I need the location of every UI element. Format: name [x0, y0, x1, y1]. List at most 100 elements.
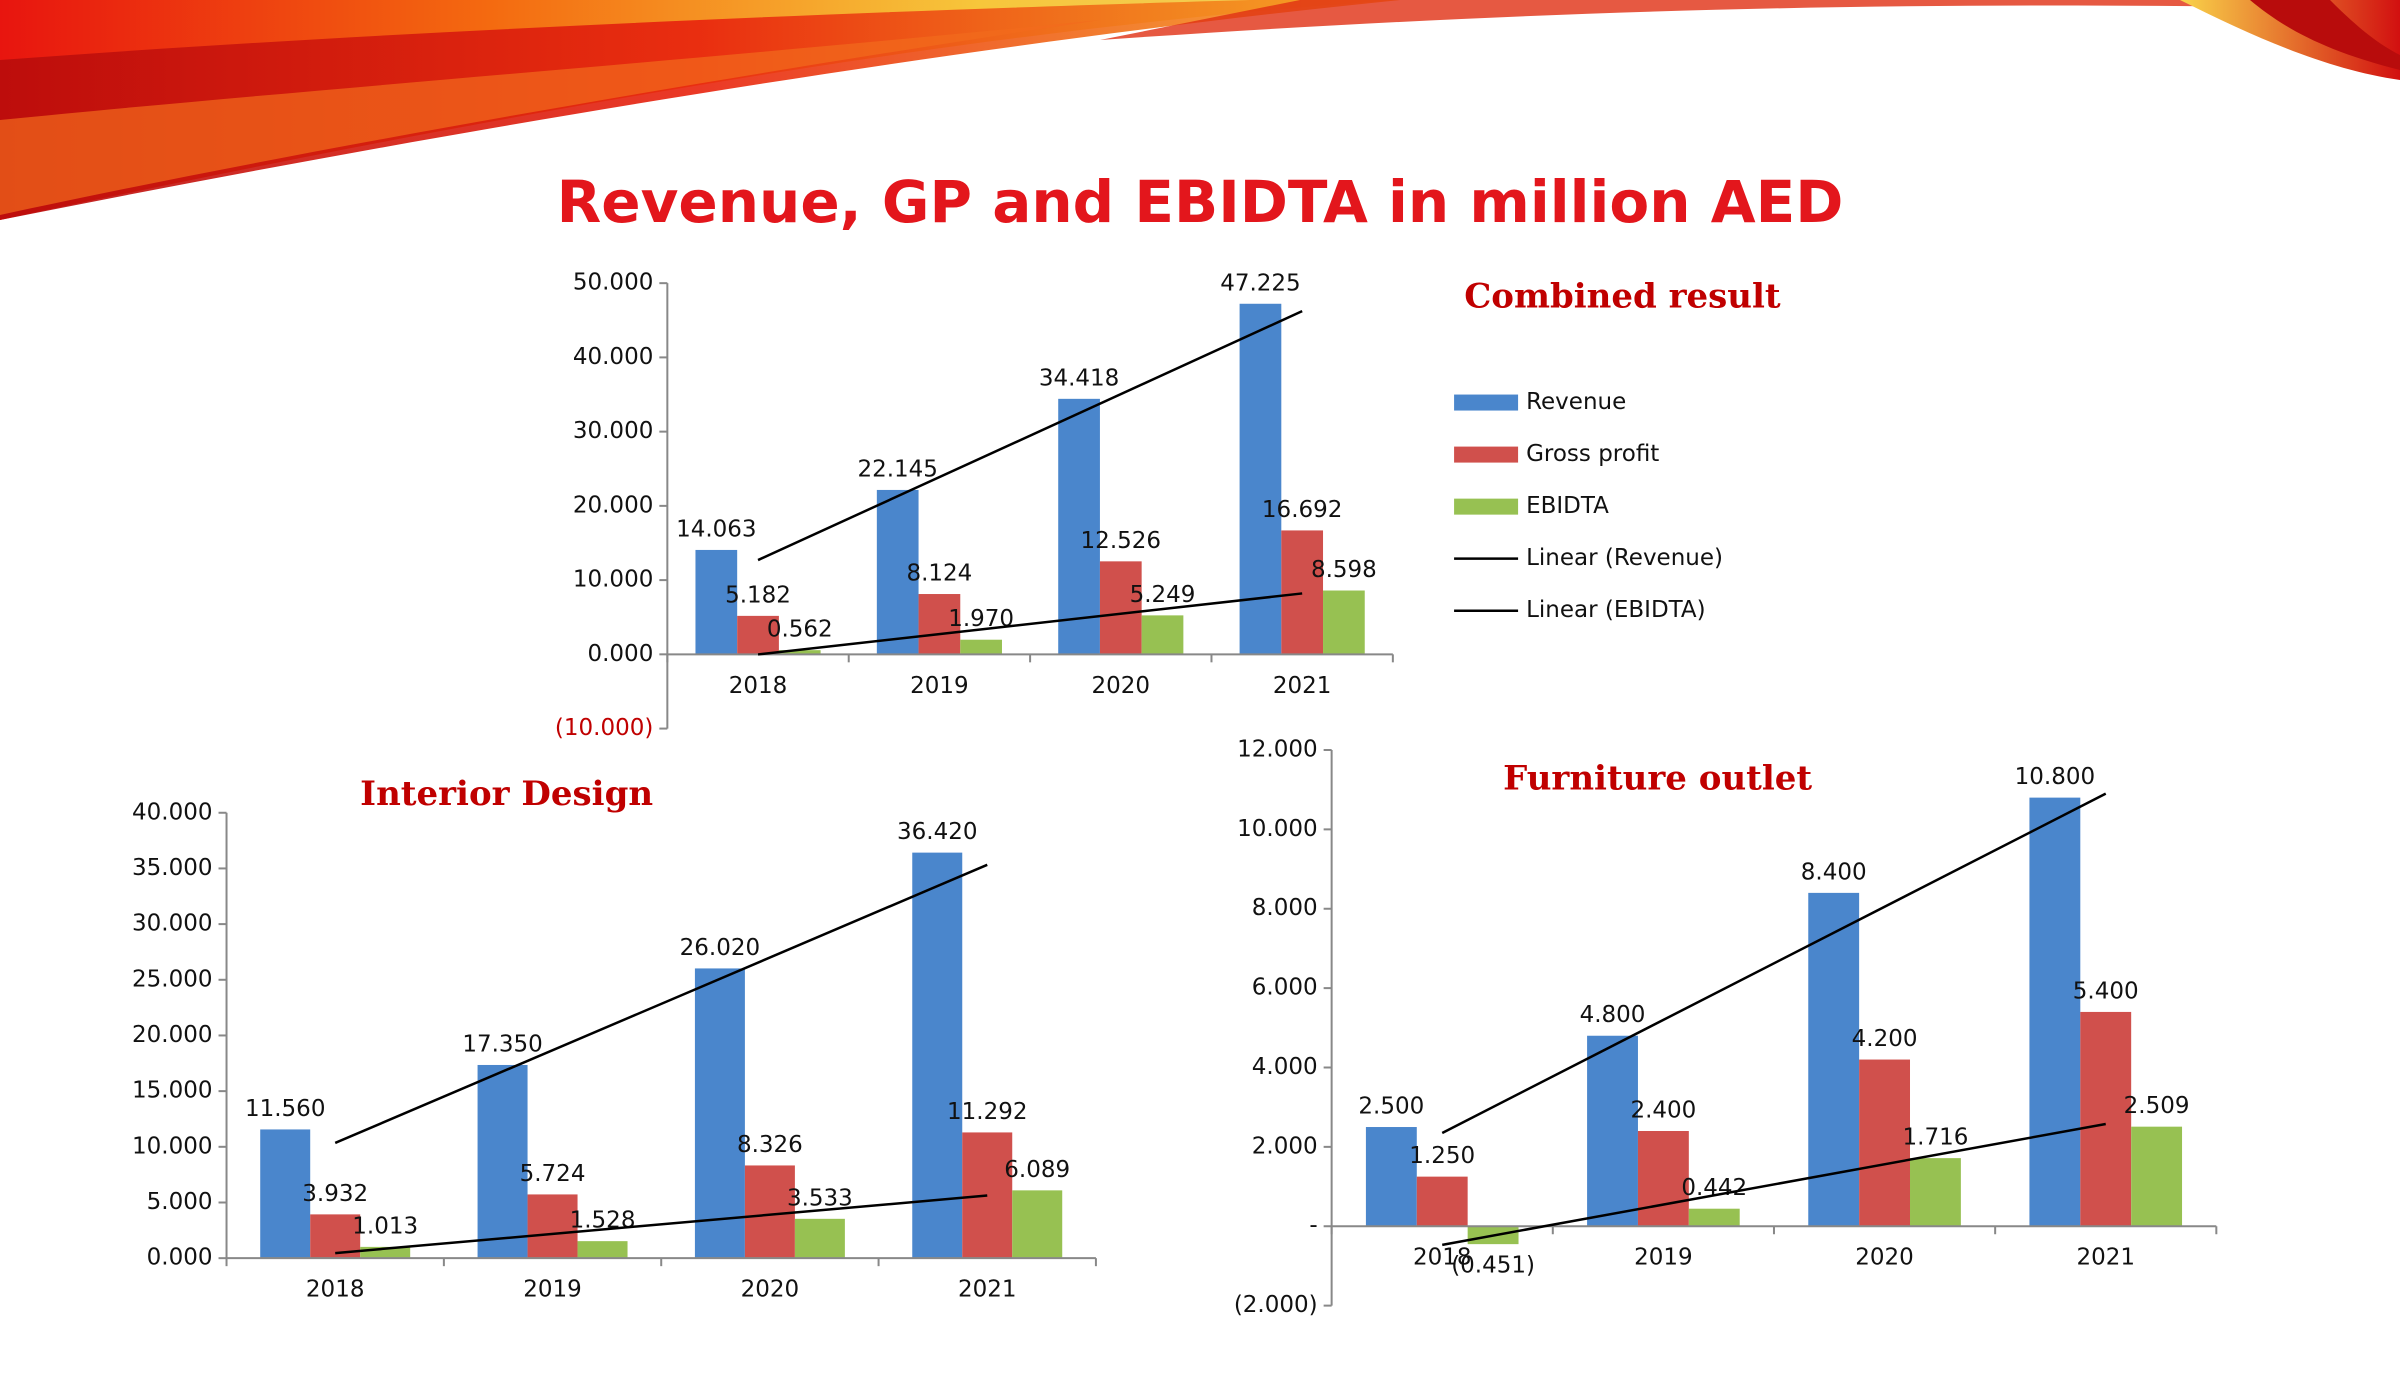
bar — [1099, 561, 1142, 655]
y-tick-label: - — [1309, 1213, 1317, 1239]
data-label: 8.400 — [1801, 859, 1867, 885]
x-tick-label: 2020 — [1092, 673, 1151, 699]
bar — [1587, 1035, 1638, 1227]
chart-title: Interior Design — [360, 774, 653, 814]
data-label: 14.063 — [676, 516, 756, 542]
data-label: 36.420 — [897, 819, 977, 845]
data-label: 17.350 — [462, 1031, 542, 1057]
legend-label: Revenue — [1526, 389, 1626, 415]
x-tick-label: 2020 — [1855, 1245, 1914, 1271]
data-label: 4.200 — [1852, 1026, 1918, 1052]
y-tick-label: 10.000 — [1237, 816, 1317, 842]
y-tick-label: 0.000 — [587, 641, 653, 667]
data-label: 6.089 — [1004, 1157, 1070, 1183]
bar — [577, 1241, 628, 1259]
data-label: 1.716 — [1903, 1125, 1969, 1151]
bar — [1281, 530, 1324, 655]
data-label: 26.020 — [680, 935, 760, 961]
legend-label: Linear (EBIDTA) — [1526, 597, 1706, 623]
legend-label: Linear (Revenue) — [1526, 545, 1723, 571]
trendline — [335, 1194, 988, 1255]
bar — [912, 852, 963, 1259]
y-tick-label: 20.000 — [573, 492, 653, 518]
y-tick-label: 10.000 — [132, 1133, 212, 1159]
bar — [744, 1165, 795, 1259]
data-label: 22.145 — [857, 456, 937, 482]
bar — [1416, 1176, 1468, 1227]
bar — [1012, 1190, 1063, 1259]
x-tick-label: 2021 — [1273, 673, 1332, 699]
x-tick-label: 2021 — [958, 1277, 1017, 1303]
data-label: 4.800 — [1580, 1002, 1646, 1028]
bar — [960, 639, 1002, 655]
y-tick-label: 2.000 — [1252, 1133, 1318, 1159]
bar — [2131, 1126, 2183, 1227]
bar — [1141, 615, 1184, 655]
data-label: 1.250 — [1409, 1143, 1475, 1169]
bar — [527, 1194, 578, 1259]
bar — [1859, 1059, 1911, 1227]
bar — [695, 549, 738, 655]
data-label: 10.800 — [2015, 764, 2095, 790]
chart-title: Combined result — [1464, 276, 1781, 316]
data-label: 1.013 — [352, 1213, 418, 1239]
bar — [1323, 590, 1365, 655]
data-label: 47.225 — [1220, 270, 1300, 296]
bar — [1058, 398, 1100, 655]
trendline — [334, 863, 988, 1145]
bar — [1688, 1208, 1740, 1227]
data-label: 11.560 — [245, 1096, 325, 1122]
data-label: 2.509 — [2124, 1093, 2190, 1119]
y-tick-label: (2.000) — [1234, 1292, 1318, 1318]
data-label: 8.124 — [906, 561, 972, 587]
legend-swatch — [1454, 394, 1519, 411]
x-tick-label: 2018 — [729, 673, 788, 699]
y-tick-label: 5.000 — [147, 1189, 213, 1215]
y-tick-label: 15.000 — [132, 1078, 212, 1104]
y-tick-label: 25.000 — [132, 966, 212, 992]
bar — [876, 489, 919, 655]
x-tick-label: 2018 — [1413, 1245, 1472, 1271]
data-label: 5.724 — [520, 1161, 586, 1187]
bar — [1239, 303, 1282, 655]
x-tick-label: 2019 — [523, 1277, 582, 1303]
data-label: 5.182 — [725, 582, 791, 608]
bar — [962, 1132, 1013, 1259]
chart-title: Furniture outlet — [1503, 759, 1812, 799]
y-tick-label: 10.000 — [573, 567, 653, 593]
bar — [737, 615, 779, 655]
x-tick-label: 2019 — [910, 673, 969, 699]
bar — [918, 594, 961, 655]
legend-swatch — [1454, 498, 1519, 515]
bar — [778, 650, 821, 655]
data-label: (0.451) — [1451, 1253, 1535, 1279]
y-tick-label: 20.000 — [132, 1022, 212, 1048]
data-label: 0.562 — [767, 617, 833, 643]
y-tick-label: 30.000 — [132, 911, 212, 937]
data-label: 8.326 — [737, 1132, 803, 1158]
y-tick-label: 40.000 — [573, 344, 653, 370]
y-tick-label: 4.000 — [1252, 1054, 1318, 1080]
data-label: 34.418 — [1039, 365, 1119, 391]
data-label: 5.400 — [2073, 978, 2139, 1004]
bar — [1365, 1127, 1417, 1227]
bar — [477, 1064, 528, 1259]
x-tick-label: 2019 — [1634, 1245, 1693, 1271]
y-tick-label: 8.000 — [1252, 895, 1318, 921]
y-tick-label: 35.000 — [132, 855, 212, 881]
bar — [360, 1246, 411, 1259]
data-label: 0.442 — [1681, 1175, 1747, 1201]
y-tick-label: 0.000 — [147, 1245, 213, 1271]
trendline — [757, 592, 1303, 656]
bar — [1637, 1130, 1689, 1227]
x-tick-label: 2021 — [2076, 1245, 2135, 1271]
y-tick-label: 12.000 — [1237, 737, 1317, 763]
bar — [2029, 797, 2081, 1227]
trendline — [1441, 792, 2107, 1135]
trendline — [757, 310, 1303, 562]
data-label: 2.400 — [1630, 1097, 1696, 1123]
y-tick-label: 30.000 — [573, 418, 653, 444]
data-label: 5.249 — [1130, 582, 1196, 608]
trendline — [1441, 1122, 2106, 1247]
legend-label: Gross profit — [1526, 441, 1659, 467]
